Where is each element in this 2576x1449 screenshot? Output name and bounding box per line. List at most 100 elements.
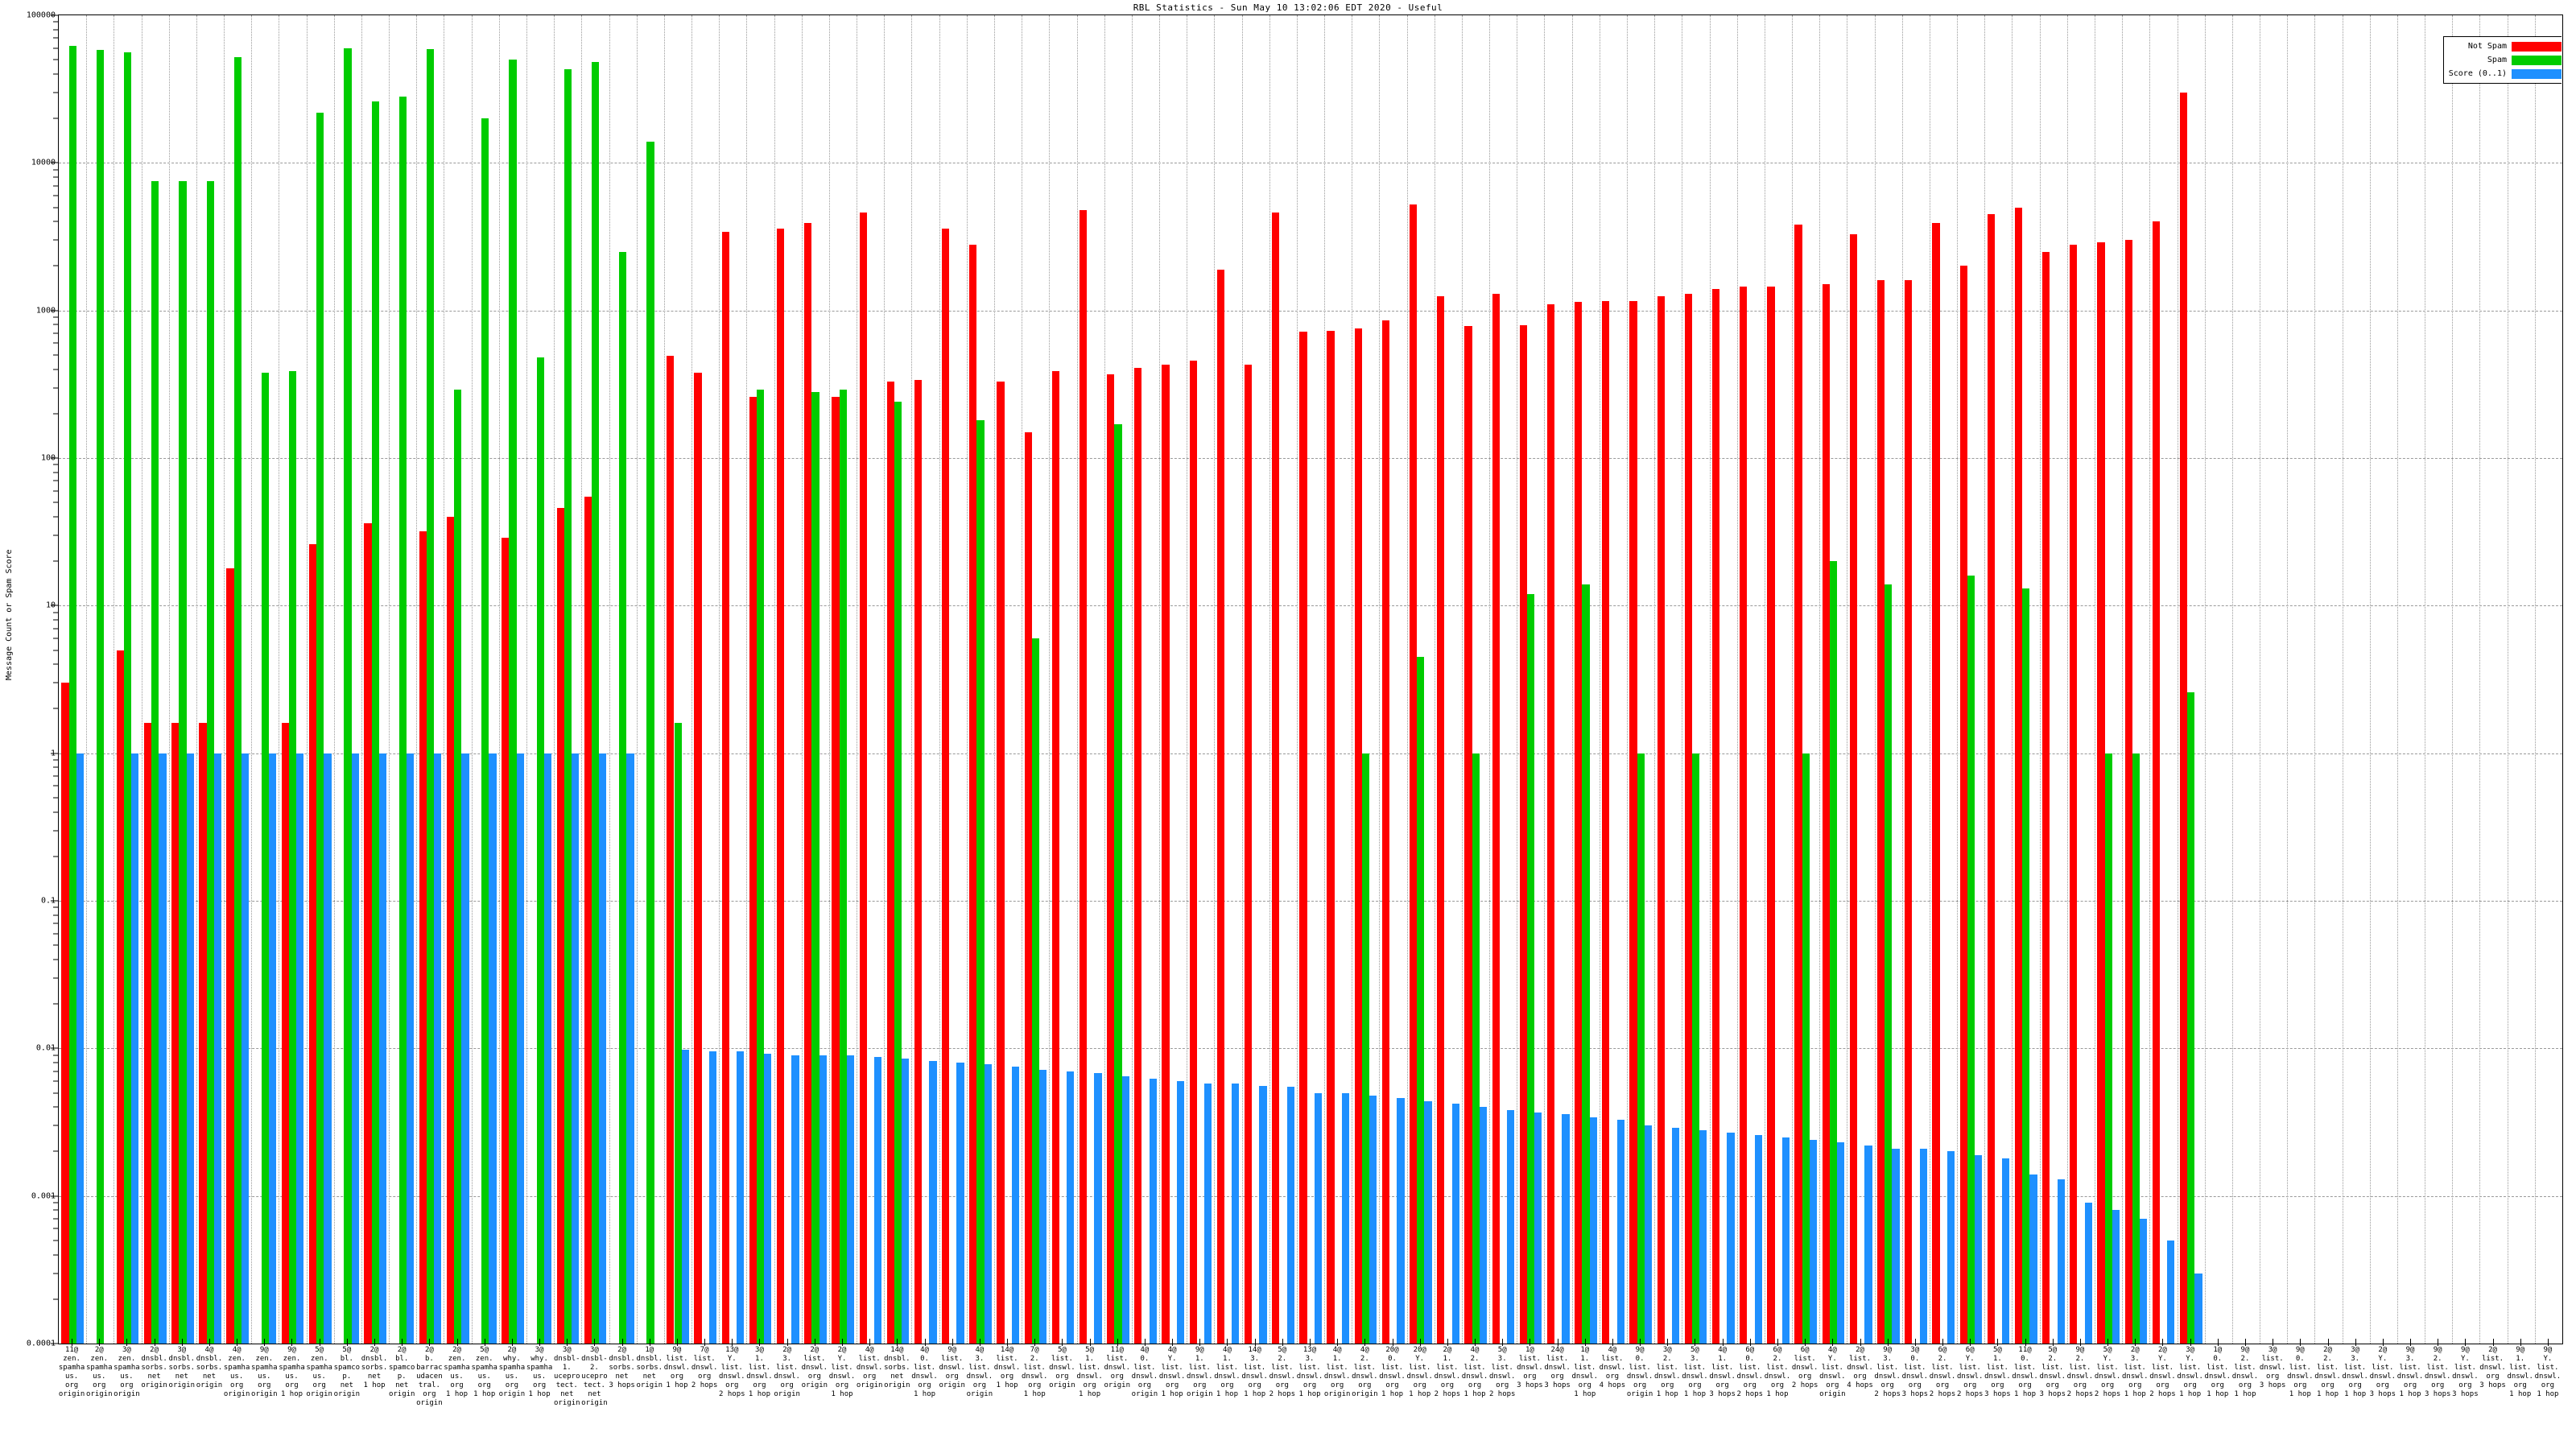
bar-group[interactable] [526,15,554,1344]
bar-score[interactable] [1451,1104,1459,1344]
bar-not-spam[interactable] [1657,295,1665,1344]
bar-not-spam[interactable] [1877,280,1885,1344]
bar-score[interactable] [984,1064,992,1344]
bar-spam[interactable] [1692,753,1700,1344]
bar-group[interactable] [1627,15,1654,1344]
bar-not-spam[interactable] [281,723,290,1344]
bar-group[interactable] [581,15,609,1344]
bar-group[interactable] [884,15,911,1344]
bar-score[interactable] [351,753,359,1344]
bar-group[interactable] [1104,15,1132,1344]
bar-group[interactable] [2314,15,2342,1344]
bar-group[interactable] [1379,15,1406,1344]
bar-not-spam[interactable] [667,356,675,1344]
bar-spam[interactable] [646,141,654,1344]
bar-not-spam[interactable] [1134,367,1142,1344]
bar-spam[interactable] [1526,593,1535,1344]
bar-group[interactable] [2122,15,2149,1344]
bar-not-spam[interactable] [997,381,1005,1344]
bar-score[interactable] [2057,1179,2065,1344]
bar-score[interactable] [1534,1112,1542,1344]
bar-not-spam[interactable] [886,381,894,1344]
bar-not-spam[interactable] [1299,331,1307,1344]
bar-group[interactable] [2149,15,2177,1344]
bar-score[interactable] [1589,1117,1597,1344]
bar-group[interactable] [59,15,86,1344]
bar-group[interactable] [1654,15,1682,1344]
bar-not-spam[interactable] [1189,360,1197,1344]
bar-spam[interactable] [2104,753,2112,1344]
bar-group[interactable] [307,15,334,1344]
bar-not-spam[interactable] [1740,287,1748,1344]
bar-spam[interactable] [1361,753,1370,1344]
bar-group[interactable] [829,15,857,1344]
bar-score[interactable] [1616,1119,1624,1344]
bar-not-spam[interactable] [1822,284,1830,1344]
bar-group[interactable] [2452,15,2479,1344]
bar-not-spam[interactable] [859,213,867,1344]
bar-spam[interactable] [1967,575,1975,1344]
bar-score[interactable] [764,1053,772,1344]
bar-score[interactable] [1286,1086,1294,1344]
bar-score[interactable] [2167,1240,2175,1344]
bar-group[interactable] [196,15,224,1344]
bar-group[interactable] [2205,15,2232,1344]
bar-spam[interactable] [674,723,682,1344]
bar-not-spam[interactable] [584,496,592,1344]
bar-spam[interactable] [481,118,489,1344]
bar-spam[interactable] [839,390,847,1344]
bar-group[interactable] [1847,15,1874,1344]
bar-group[interactable] [1819,15,1847,1344]
bar-spam[interactable] [289,370,297,1344]
bar-score[interactable] [1424,1100,1432,1344]
bar-score[interactable] [1232,1083,1240,1344]
bar-score[interactable] [213,753,221,1344]
bar-not-spam[interactable] [1794,225,1802,1344]
bar-spam[interactable] [316,112,324,1344]
bar-group[interactable] [361,15,389,1344]
bar-not-spam[interactable] [1849,233,1858,1344]
bar-group[interactable] [691,15,719,1344]
bar-group[interactable] [1682,15,1709,1344]
bar-not-spam[interactable] [1162,364,1170,1344]
bar-score[interactable] [1781,1137,1790,1344]
bar-group[interactable] [857,15,884,1344]
bar-group[interactable] [554,15,581,1344]
bar-not-spam[interactable] [116,650,124,1344]
bar-score[interactable] [956,1063,964,1344]
bar-spam[interactable] [233,57,242,1344]
bar-group[interactable] [2040,15,2067,1344]
bar-spam[interactable] [1114,423,1122,1344]
bar-score[interactable] [1507,1110,1515,1344]
bar-spam[interactable] [619,251,627,1344]
bar-score[interactable] [461,753,469,1344]
bar-group[interactable] [1902,15,1930,1344]
bar-spam[interactable] [2187,691,2195,1344]
bar-spam[interactable] [206,181,214,1344]
bar-group[interactable] [1572,15,1600,1344]
bar-not-spam[interactable] [226,568,234,1344]
bar-not-spam[interactable] [804,223,812,1344]
bar-score[interactable] [2002,1158,2010,1344]
bar-group[interactable] [224,15,251,1344]
bar-group[interactable] [169,15,196,1344]
bar-spam[interactable] [426,49,435,1344]
bar-not-spam[interactable] [199,723,207,1344]
bar-score[interactable] [1946,1151,1955,1344]
bar-not-spam[interactable] [694,372,702,1344]
bar-not-spam[interactable] [2179,92,2188,1344]
bar-group[interactable] [416,15,444,1344]
bar-score[interactable] [1644,1125,1653,1344]
bar-score[interactable] [1397,1098,1405,1344]
bar-score[interactable] [1727,1132,1735,1344]
bar-group[interactable] [1875,15,1902,1344]
bar-not-spam[interactable] [1767,287,1775,1344]
bar-score[interactable] [846,1055,854,1344]
bar-score[interactable] [2140,1219,2148,1344]
bar-group[interactable] [1765,15,1792,1344]
bar-score[interactable] [681,1049,689,1344]
bar-not-spam[interactable] [1216,269,1224,1344]
bar-score[interactable] [1121,1075,1129,1344]
bar-group[interactable] [2067,15,2095,1344]
bar-spam[interactable] [1582,584,1590,1344]
